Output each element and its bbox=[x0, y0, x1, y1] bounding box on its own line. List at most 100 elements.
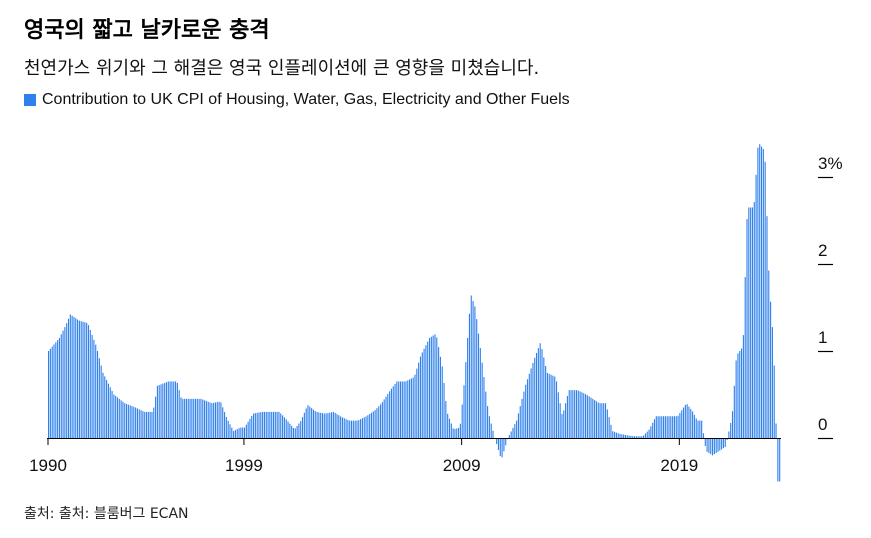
bar bbox=[539, 343, 541, 438]
bar bbox=[472, 300, 474, 439]
bar bbox=[349, 420, 351, 438]
bar bbox=[701, 420, 703, 438]
bar bbox=[739, 351, 741, 438]
bar bbox=[401, 381, 403, 438]
bar bbox=[107, 383, 109, 439]
bar bbox=[746, 219, 748, 438]
bar bbox=[51, 346, 53, 438]
bar bbox=[314, 411, 316, 438]
bar bbox=[376, 408, 378, 438]
bar bbox=[204, 400, 206, 438]
bar bbox=[332, 411, 334, 438]
bar bbox=[737, 353, 739, 438]
bar bbox=[162, 383, 164, 439]
bar bbox=[196, 398, 198, 438]
bar bbox=[323, 413, 325, 438]
bar bbox=[552, 375, 554, 438]
x-tick-label: 1990 bbox=[29, 456, 67, 475]
bar bbox=[519, 406, 521, 438]
bar bbox=[570, 390, 572, 438]
bar bbox=[174, 381, 177, 438]
bar bbox=[492, 430, 494, 438]
x-tick-label: 2009 bbox=[443, 456, 481, 475]
bar bbox=[425, 345, 427, 438]
bar bbox=[771, 327, 773, 438]
bar bbox=[764, 161, 766, 438]
bar bbox=[517, 413, 519, 438]
bar bbox=[679, 412, 681, 438]
bar bbox=[684, 404, 686, 438]
bar bbox=[463, 385, 465, 438]
bar bbox=[686, 404, 688, 438]
bar bbox=[454, 428, 456, 438]
bar bbox=[657, 416, 659, 438]
bar bbox=[153, 407, 155, 438]
bar bbox=[95, 344, 97, 438]
bar bbox=[396, 381, 398, 438]
bar bbox=[278, 411, 280, 438]
bar bbox=[461, 404, 463, 438]
bar bbox=[387, 393, 389, 438]
bar bbox=[109, 387, 111, 438]
bar bbox=[775, 423, 777, 438]
bar bbox=[597, 402, 599, 438]
x-axis: 1990 1999 2009 2019 bbox=[29, 438, 781, 475]
bar bbox=[53, 344, 55, 438]
bar bbox=[546, 372, 549, 438]
bar bbox=[390, 388, 392, 438]
bar bbox=[617, 433, 619, 438]
y-tick-label: 1 bbox=[818, 328, 827, 347]
bar bbox=[358, 420, 360, 438]
bar bbox=[497, 438, 500, 451]
bar bbox=[233, 431, 235, 438]
bar bbox=[340, 416, 342, 438]
bar bbox=[100, 365, 102, 438]
bar bbox=[512, 427, 514, 438]
source-note: 출처: 출처: 블룸버그 ECAN bbox=[24, 506, 189, 522]
bar bbox=[416, 368, 418, 438]
bar bbox=[759, 144, 761, 438]
bar bbox=[80, 321, 82, 438]
bar bbox=[260, 412, 262, 438]
bar bbox=[249, 418, 251, 438]
bar bbox=[458, 427, 460, 438]
bar bbox=[465, 362, 467, 438]
bar bbox=[483, 377, 485, 438]
bar bbox=[750, 207, 752, 438]
bar bbox=[503, 438, 505, 452]
bar bbox=[238, 428, 240, 438]
bar bbox=[599, 403, 601, 438]
bar bbox=[757, 147, 759, 438]
bar bbox=[632, 436, 634, 438]
bars-group bbox=[48, 144, 781, 482]
bar bbox=[385, 396, 387, 439]
bar bbox=[675, 416, 677, 438]
bar bbox=[176, 382, 178, 438]
bar bbox=[140, 410, 142, 438]
bar bbox=[57, 340, 59, 438]
bar bbox=[58, 337, 61, 438]
bar bbox=[200, 398, 202, 438]
bar bbox=[127, 404, 129, 438]
bar bbox=[436, 337, 438, 438]
bar bbox=[180, 397, 182, 438]
bar bbox=[733, 385, 735, 438]
bar bbox=[490, 423, 492, 438]
bar bbox=[741, 348, 743, 438]
bar bbox=[543, 357, 545, 438]
bar bbox=[399, 381, 402, 438]
bar bbox=[659, 416, 661, 438]
legend-label: Contribution to UK CPI of Housing, Water… bbox=[42, 91, 570, 108]
bar bbox=[240, 427, 242, 438]
bar bbox=[548, 373, 550, 438]
bar bbox=[496, 438, 498, 445]
bar bbox=[555, 381, 558, 438]
bar bbox=[347, 420, 349, 438]
bar bbox=[341, 417, 344, 438]
bar bbox=[254, 413, 256, 438]
bar bbox=[256, 412, 258, 438]
bar bbox=[213, 402, 215, 438]
bar bbox=[559, 403, 561, 438]
bar bbox=[309, 406, 311, 438]
bar bbox=[66, 323, 68, 438]
